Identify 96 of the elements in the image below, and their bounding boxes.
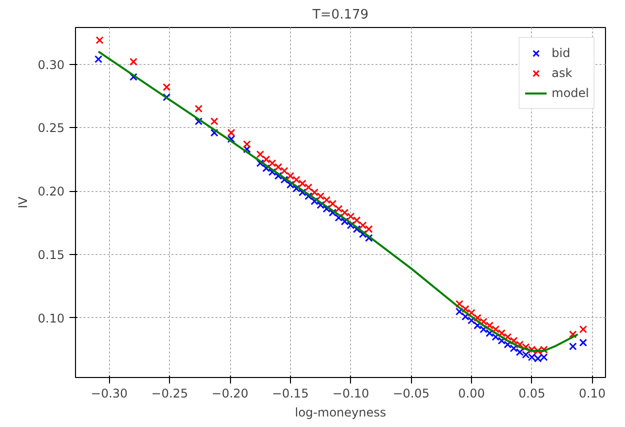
point <box>364 225 373 234</box>
point <box>346 221 355 230</box>
x-tick-label: −0.15 <box>272 386 309 400</box>
point <box>568 330 577 338</box>
point <box>280 166 288 175</box>
point <box>210 128 218 137</box>
point <box>227 135 236 144</box>
point <box>486 329 494 338</box>
point <box>468 316 476 324</box>
point <box>462 312 470 321</box>
point <box>310 188 318 196</box>
point <box>474 314 482 322</box>
point <box>194 104 203 113</box>
point <box>286 180 294 189</box>
point <box>280 176 288 184</box>
point <box>510 344 518 352</box>
point <box>96 36 104 44</box>
x-tick-label: 0.05 <box>518 386 546 400</box>
point <box>227 128 236 137</box>
point <box>474 322 482 330</box>
point <box>292 184 300 192</box>
point <box>268 159 276 168</box>
point <box>504 332 512 341</box>
point <box>292 176 300 184</box>
point <box>498 336 506 345</box>
point <box>468 308 476 317</box>
point <box>256 159 264 168</box>
y-tick-label: 0.10 <box>38 311 64 326</box>
point <box>268 168 276 176</box>
point <box>462 305 470 313</box>
point <box>298 188 306 196</box>
point <box>162 93 171 102</box>
point <box>340 208 349 217</box>
legend-label: model <box>552 86 589 100</box>
point <box>579 325 588 334</box>
point <box>310 197 318 206</box>
chart-title: T=0.179 <box>311 8 369 22</box>
x-tick-label: −0.05 <box>392 386 430 400</box>
point <box>328 200 337 208</box>
point <box>358 221 367 230</box>
point <box>286 172 294 180</box>
point <box>274 172 282 180</box>
point <box>504 340 512 348</box>
point <box>328 208 337 217</box>
x-axis-title: log-moneyness <box>294 406 386 420</box>
point <box>340 218 349 226</box>
x-tick-label: −0.20 <box>212 386 248 400</box>
point <box>304 183 312 192</box>
point <box>304 192 312 200</box>
legend-label: bid <box>552 46 572 60</box>
point <box>486 322 494 330</box>
point <box>162 83 171 92</box>
point <box>334 214 343 222</box>
y-tick-label: 0.20 <box>38 184 64 199</box>
point <box>210 117 218 126</box>
point <box>498 329 506 338</box>
point <box>262 164 270 172</box>
point <box>480 318 488 326</box>
point <box>352 216 361 224</box>
point <box>579 338 588 347</box>
y-axis-title: IV <box>16 196 30 208</box>
point <box>316 201 325 209</box>
point <box>316 192 325 200</box>
point <box>358 230 367 238</box>
point <box>352 225 361 234</box>
point <box>243 140 251 148</box>
point <box>130 73 138 81</box>
point <box>492 325 500 334</box>
point <box>334 204 343 213</box>
x-tick-label: 0.10 <box>578 386 606 400</box>
point <box>194 117 203 126</box>
point <box>568 342 577 350</box>
point <box>130 58 138 66</box>
point <box>492 332 500 341</box>
point <box>455 300 464 308</box>
point <box>480 325 488 334</box>
point <box>256 150 264 158</box>
y-tick-label: 0.15 <box>38 248 64 262</box>
point <box>94 55 102 64</box>
y-tick-label: 0.30 <box>38 58 64 72</box>
legend-label: ask <box>552 66 572 80</box>
point <box>298 180 306 188</box>
x-tick-label: −0.10 <box>332 386 370 400</box>
point <box>364 234 373 242</box>
point <box>322 196 331 204</box>
point <box>243 145 251 154</box>
point <box>262 155 270 164</box>
point <box>455 308 464 316</box>
x-tick-label: −0.30 <box>90 386 128 400</box>
point <box>322 204 331 213</box>
x-tick-label: −0.25 <box>151 386 188 400</box>
x-tick-label: 0.00 <box>458 386 485 400</box>
point <box>510 336 518 345</box>
point <box>274 163 282 171</box>
point <box>346 212 355 220</box>
y-tick-label: 0.25 <box>38 121 64 136</box>
